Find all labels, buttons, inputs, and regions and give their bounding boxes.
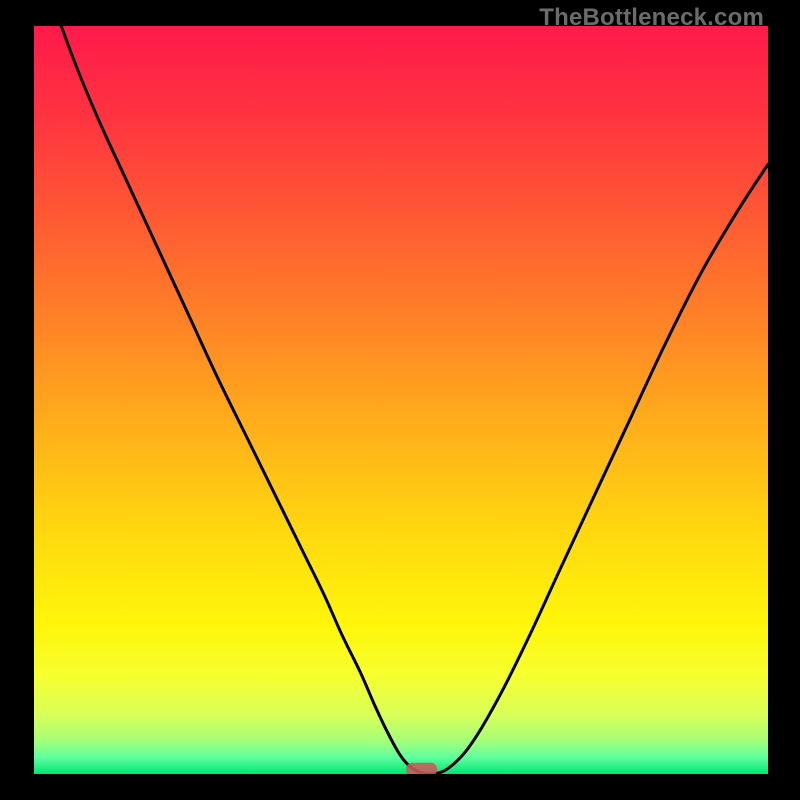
bottleneck-curve-chart: [34, 26, 768, 774]
chart-frame: TheBottleneck.com: [0, 0, 800, 800]
optimal-point-marker: [406, 763, 437, 774]
gradient-background: [34, 26, 768, 774]
